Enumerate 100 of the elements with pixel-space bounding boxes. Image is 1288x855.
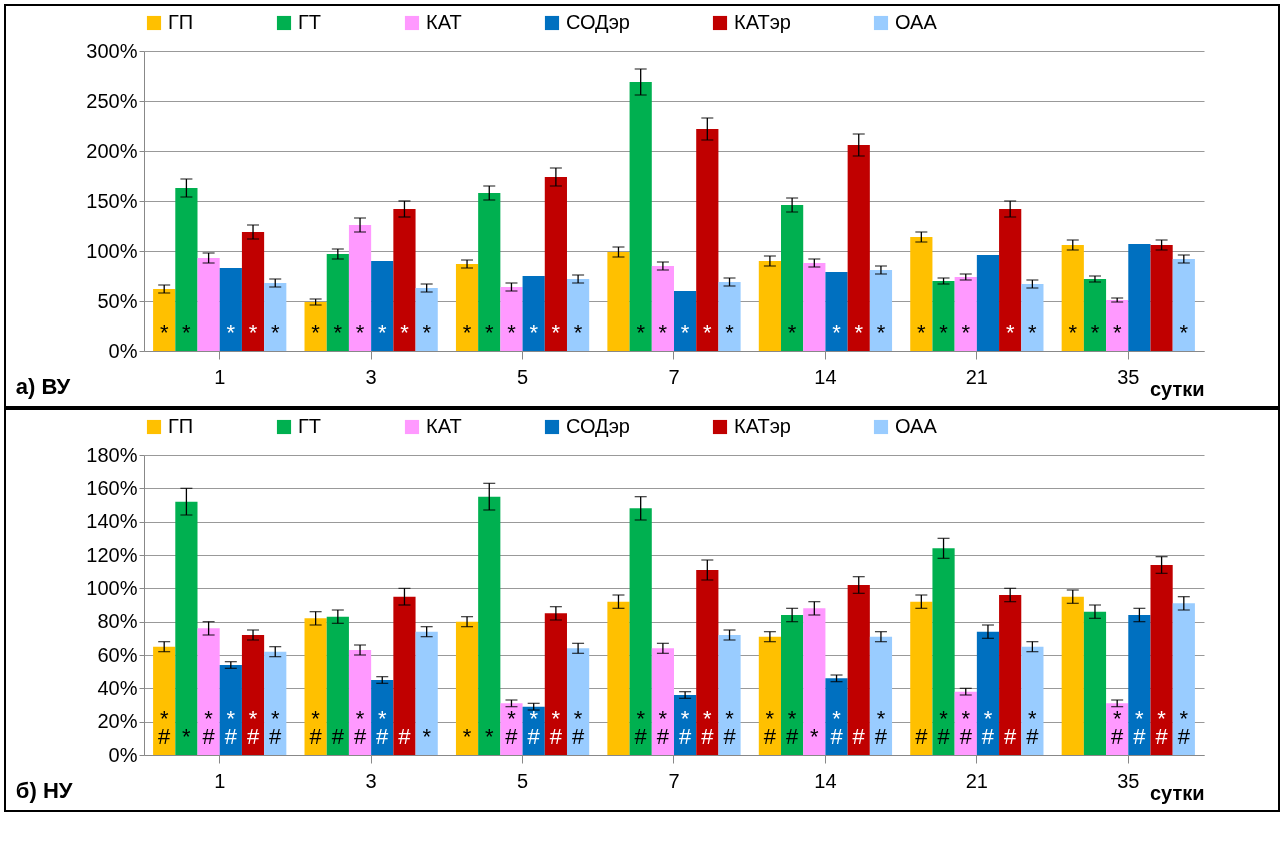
y-tick-label: 100% <box>86 239 138 262</box>
y-tick-label: 0% <box>108 339 138 362</box>
bar <box>153 289 176 351</box>
data-label: # <box>331 724 345 749</box>
bar <box>696 570 719 755</box>
data-label: * <box>462 724 472 749</box>
legend-label: КАТэр <box>734 11 791 33</box>
data-label: * <box>248 320 258 345</box>
data-label: * <box>226 320 236 345</box>
bar <box>803 608 826 755</box>
x-tick-label: 21 <box>965 365 988 388</box>
data-label: * <box>422 320 432 345</box>
bar <box>1172 259 1195 351</box>
bar <box>500 287 523 351</box>
bar <box>758 636 782 755</box>
text: а) ВУ <box>15 374 71 399</box>
bar <box>415 288 438 351</box>
data-label: * # <box>634 706 648 749</box>
bar <box>566 648 590 755</box>
data-label: * # <box>269 706 283 749</box>
bar <box>781 205 804 351</box>
bar <box>718 282 741 351</box>
data-label: * # <box>1177 706 1191 749</box>
data-label: * <box>484 724 494 749</box>
data-label: * <box>1112 320 1122 345</box>
bar <box>197 258 220 351</box>
data-label: * <box>182 320 192 345</box>
data-label: * # <box>376 706 390 749</box>
y-tick-label: 0% <box>108 743 138 766</box>
bar <box>1172 603 1195 755</box>
data-label: * # <box>830 706 844 749</box>
data-label: * <box>311 320 321 345</box>
bar <box>825 272 848 351</box>
y-tick-label: 250% <box>86 89 138 112</box>
data-label: * # <box>656 706 670 749</box>
y-tick-label: 120% <box>86 543 138 566</box>
bar <box>651 266 674 351</box>
bar <box>219 268 242 351</box>
x-tick-label: 21 <box>965 769 988 792</box>
x-tick-label: 35 <box>1117 365 1140 388</box>
bar <box>696 129 719 351</box>
bar <box>566 279 590 351</box>
bar <box>175 501 198 755</box>
data-label: * # <box>763 706 777 749</box>
data-label: * <box>876 320 886 345</box>
data-label: * <box>551 320 561 345</box>
legend-label: ОАА <box>895 415 938 437</box>
y-tick-label: 160% <box>86 476 138 499</box>
data-label: * <box>725 320 735 345</box>
bar <box>674 291 697 351</box>
data-label: * # <box>874 706 888 749</box>
bar <box>999 209 1022 351</box>
data-label: * <box>333 320 343 345</box>
bar <box>910 601 933 755</box>
data-label: * <box>1028 320 1038 345</box>
x-tick-label: 14 <box>814 769 837 792</box>
bar <box>1150 565 1173 755</box>
bar <box>758 261 782 351</box>
bar <box>522 276 545 351</box>
data-label: * # <box>1133 706 1147 749</box>
data-label: * <box>182 724 192 749</box>
bar <box>847 145 870 351</box>
bar <box>455 621 479 755</box>
data-label: * # <box>1155 706 1169 749</box>
data-label: * # <box>158 706 172 749</box>
data-label: * <box>484 320 494 345</box>
legend-label: ОАА <box>895 11 938 33</box>
data-label: * <box>787 320 797 345</box>
bar <box>1083 611 1107 755</box>
legend-label: КАТ <box>426 415 462 437</box>
y-tick-label: 200% <box>86 139 138 162</box>
y-tick-label: 150% <box>86 189 138 212</box>
bar <box>304 618 327 755</box>
data-label: * <box>462 320 472 345</box>
data-label: # <box>915 724 929 749</box>
bar <box>544 177 567 351</box>
data-label: * # <box>937 706 951 749</box>
data-label: * # <box>246 706 260 749</box>
legend-label: КАТ <box>426 11 462 33</box>
legend-label: СОДэр <box>566 415 630 437</box>
bar <box>781 615 804 755</box>
data-label: # <box>398 724 412 749</box>
x-tick-label: 7 <box>668 769 680 792</box>
bar <box>1128 615 1151 755</box>
bar <box>478 193 501 351</box>
bar <box>910 237 933 351</box>
data-label: * <box>573 320 583 345</box>
y-tick-label: 50% <box>97 289 138 312</box>
bar <box>241 232 265 351</box>
data-label: * <box>854 320 864 345</box>
bar <box>869 270 893 351</box>
x-tick-label: 1 <box>214 769 226 792</box>
bar <box>348 225 372 351</box>
bar <box>932 548 955 755</box>
data-label: * <box>917 320 927 345</box>
bar <box>607 252 630 351</box>
data-label: * <box>1005 320 1015 345</box>
x-tick-label: 1 <box>214 365 226 388</box>
bar <box>976 631 1000 755</box>
bar <box>803 263 826 351</box>
